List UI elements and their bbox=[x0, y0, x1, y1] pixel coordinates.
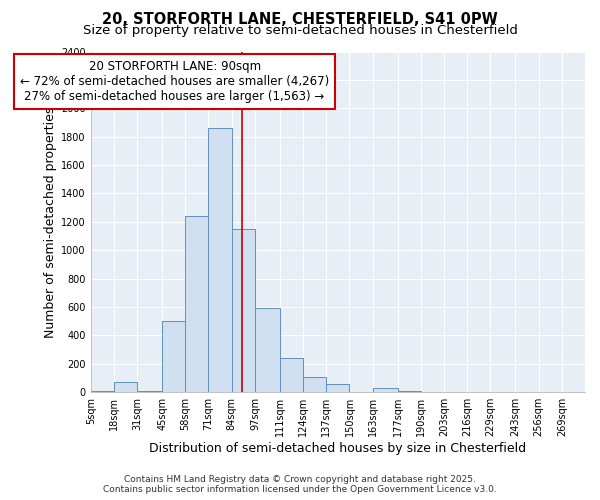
Bar bbox=[373, 388, 398, 392]
Bar bbox=[326, 384, 349, 392]
Bar bbox=[398, 391, 421, 392]
Text: Contains HM Land Registry data © Crown copyright and database right 2025.
Contai: Contains HM Land Registry data © Crown c… bbox=[103, 474, 497, 494]
Bar bbox=[255, 308, 280, 392]
Bar bbox=[114, 382, 137, 392]
Bar bbox=[137, 391, 162, 392]
Text: 20 STORFORTH LANE: 90sqm
← 72% of semi-detached houses are smaller (4,267)
27% o: 20 STORFORTH LANE: 90sqm ← 72% of semi-d… bbox=[20, 60, 329, 103]
Bar bbox=[185, 216, 208, 392]
Y-axis label: Number of semi-detached properties: Number of semi-detached properties bbox=[44, 106, 57, 338]
Bar bbox=[162, 321, 185, 392]
X-axis label: Distribution of semi-detached houses by size in Chesterfield: Distribution of semi-detached houses by … bbox=[149, 442, 526, 455]
Bar bbox=[232, 229, 255, 392]
Bar bbox=[91, 391, 114, 392]
Text: Size of property relative to semi-detached houses in Chesterfield: Size of property relative to semi-detach… bbox=[83, 24, 517, 37]
Bar bbox=[280, 358, 303, 392]
Bar bbox=[303, 376, 326, 392]
Bar bbox=[208, 128, 232, 392]
Text: 20, STORFORTH LANE, CHESTERFIELD, S41 0PW: 20, STORFORTH LANE, CHESTERFIELD, S41 0P… bbox=[102, 12, 498, 28]
